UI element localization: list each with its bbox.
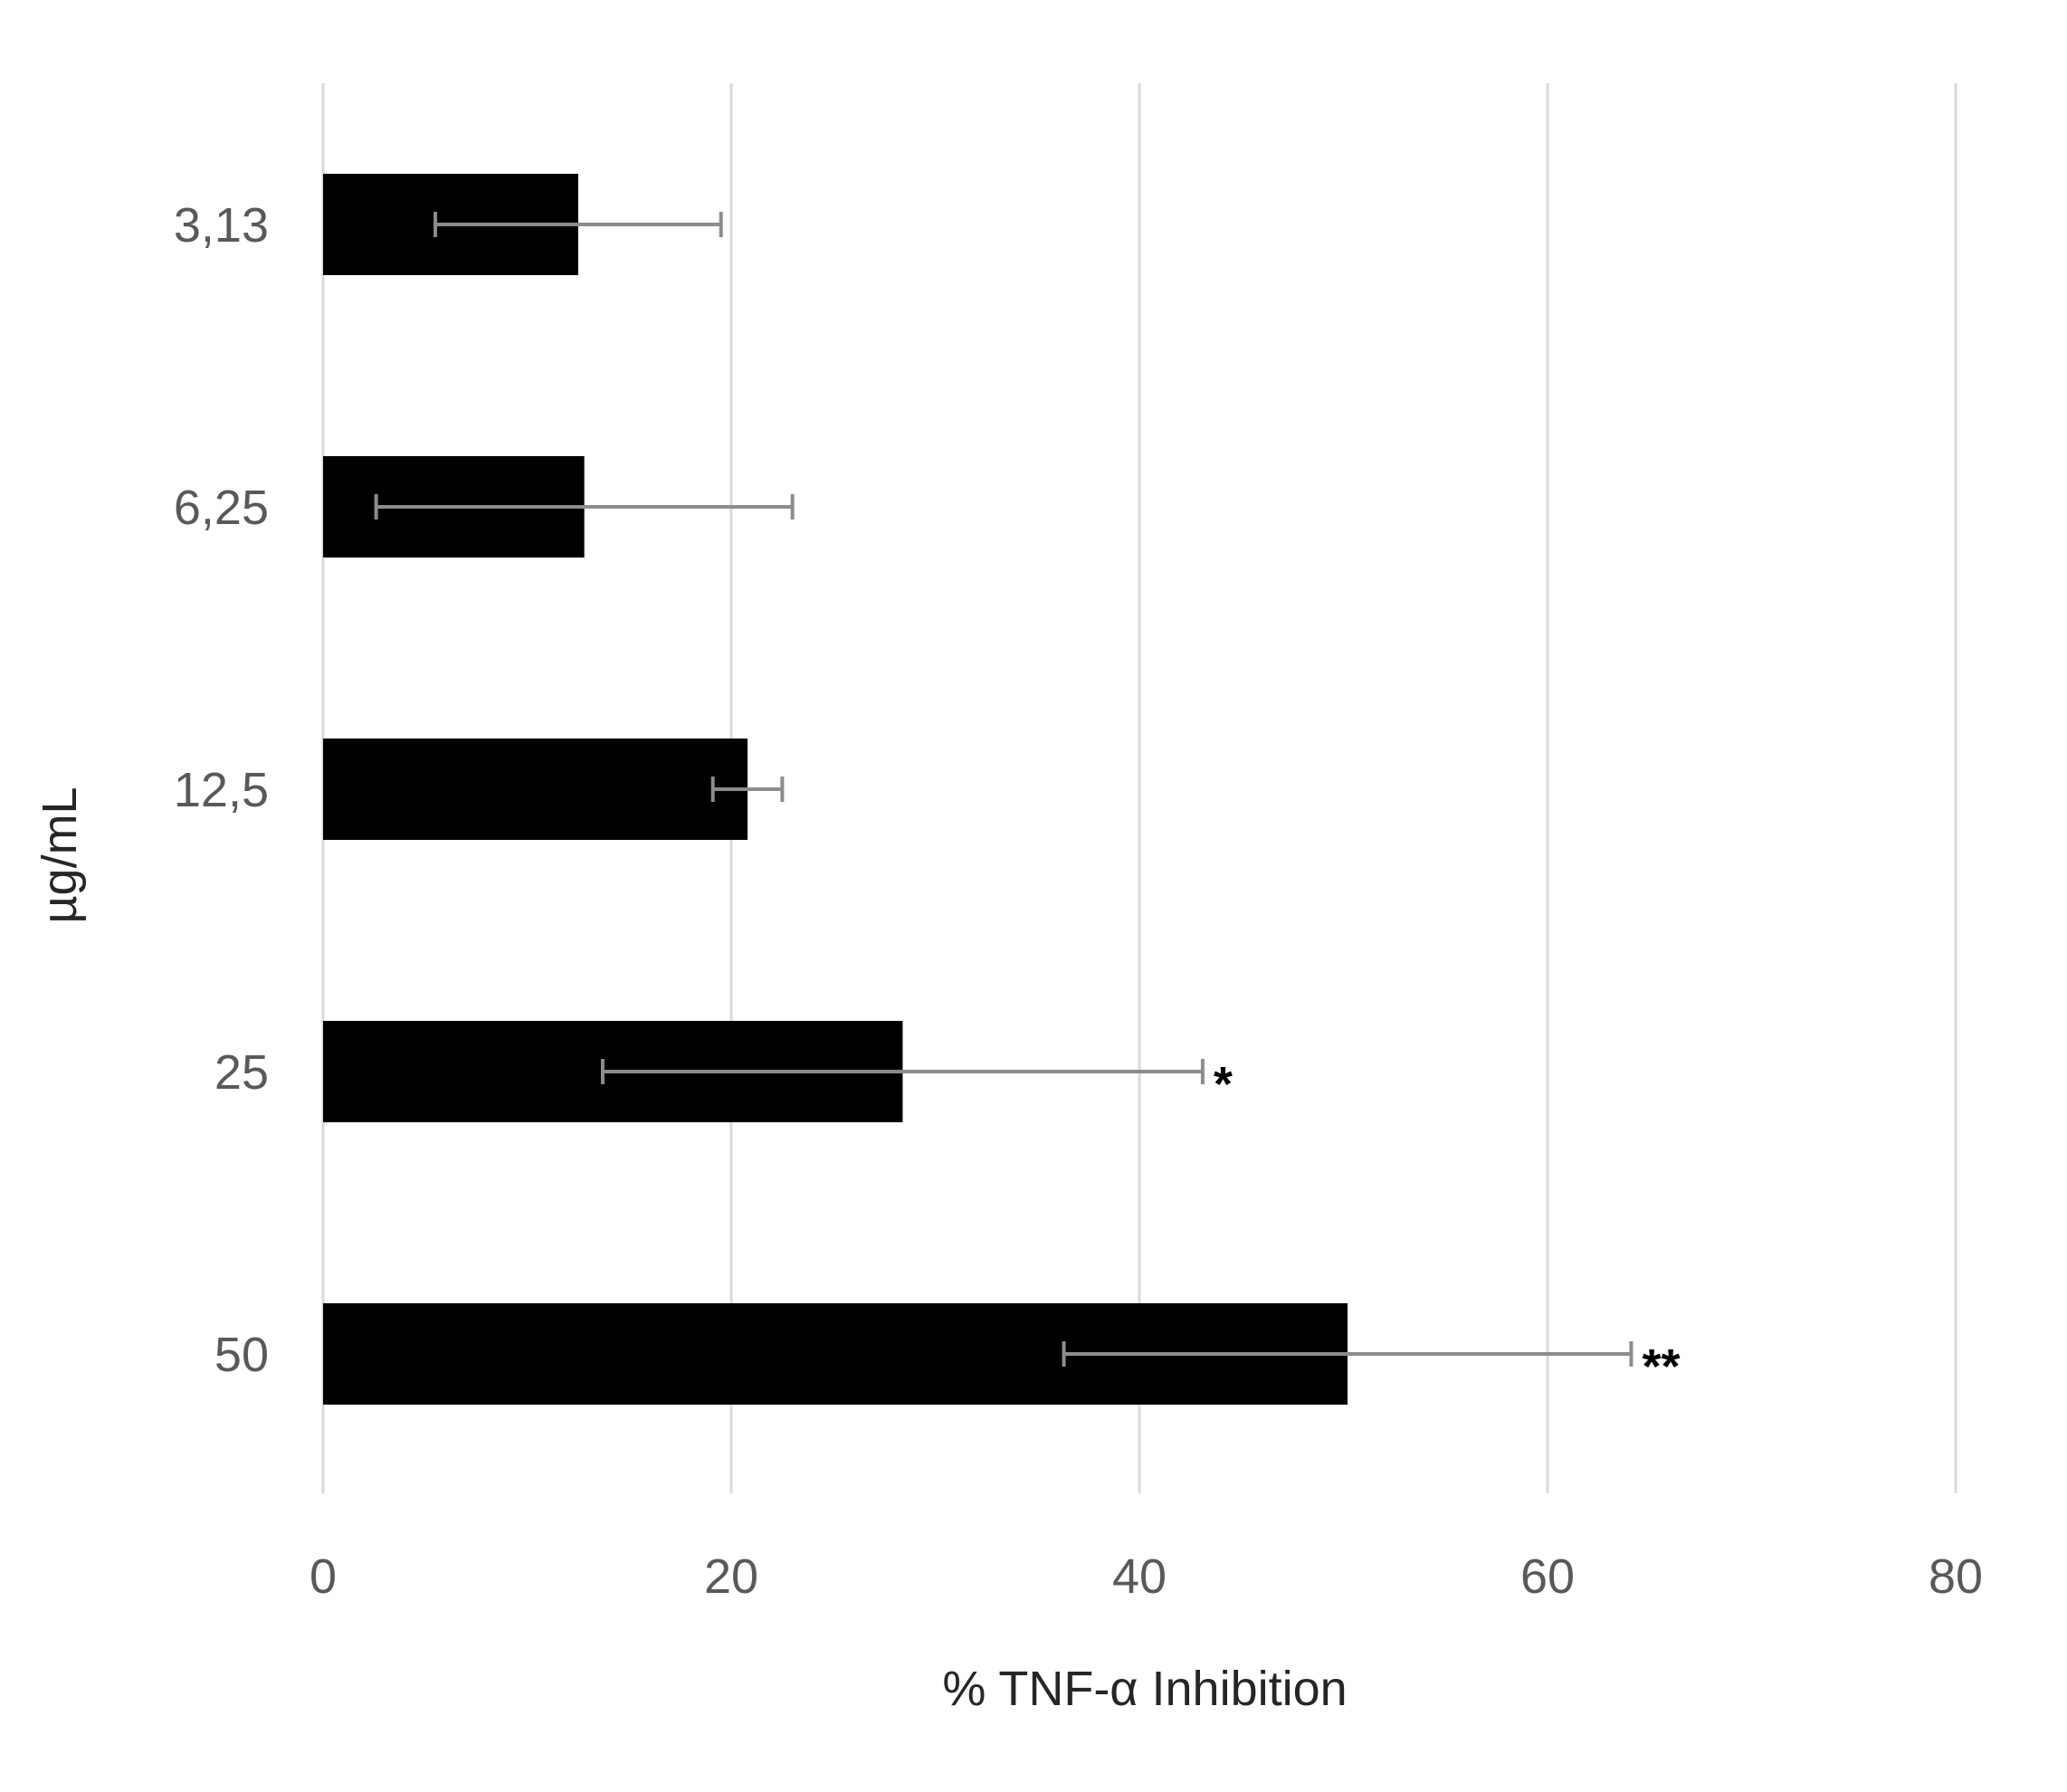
- bars: [323, 174, 1348, 1405]
- x-tick-label: 0: [310, 1549, 337, 1604]
- x-tick-label: 20: [704, 1549, 758, 1604]
- y-tick-label: 12,5: [174, 763, 269, 817]
- significance-marker: **: [1642, 1339, 1680, 1394]
- y-axis-title: µg/mL: [33, 786, 87, 923]
- significance-annotations: ***: [1214, 1057, 1681, 1394]
- error-bars: [374, 212, 1634, 1367]
- x-axis-title: % TNF-α Inhibition: [942, 1662, 1347, 1716]
- y-tick-label: 50: [214, 1328, 269, 1382]
- y-tick-label: 6,25: [174, 481, 269, 535]
- y-tick-labels: 3,13 6,25 12,5 25 50: [174, 198, 269, 1382]
- x-tick-label: 40: [1112, 1549, 1167, 1604]
- significance-marker: *: [1214, 1057, 1233, 1111]
- gridlines: [321, 83, 1957, 1493]
- x-tick-labels: 0 20 40 60 80: [310, 1549, 1983, 1604]
- x-tick-label: 60: [1520, 1549, 1575, 1604]
- x-tick-label: 80: [1929, 1549, 1983, 1604]
- y-tick-label: 3,13: [174, 198, 269, 253]
- bar: [323, 739, 748, 840]
- y-tick-label: 25: [214, 1045, 269, 1100]
